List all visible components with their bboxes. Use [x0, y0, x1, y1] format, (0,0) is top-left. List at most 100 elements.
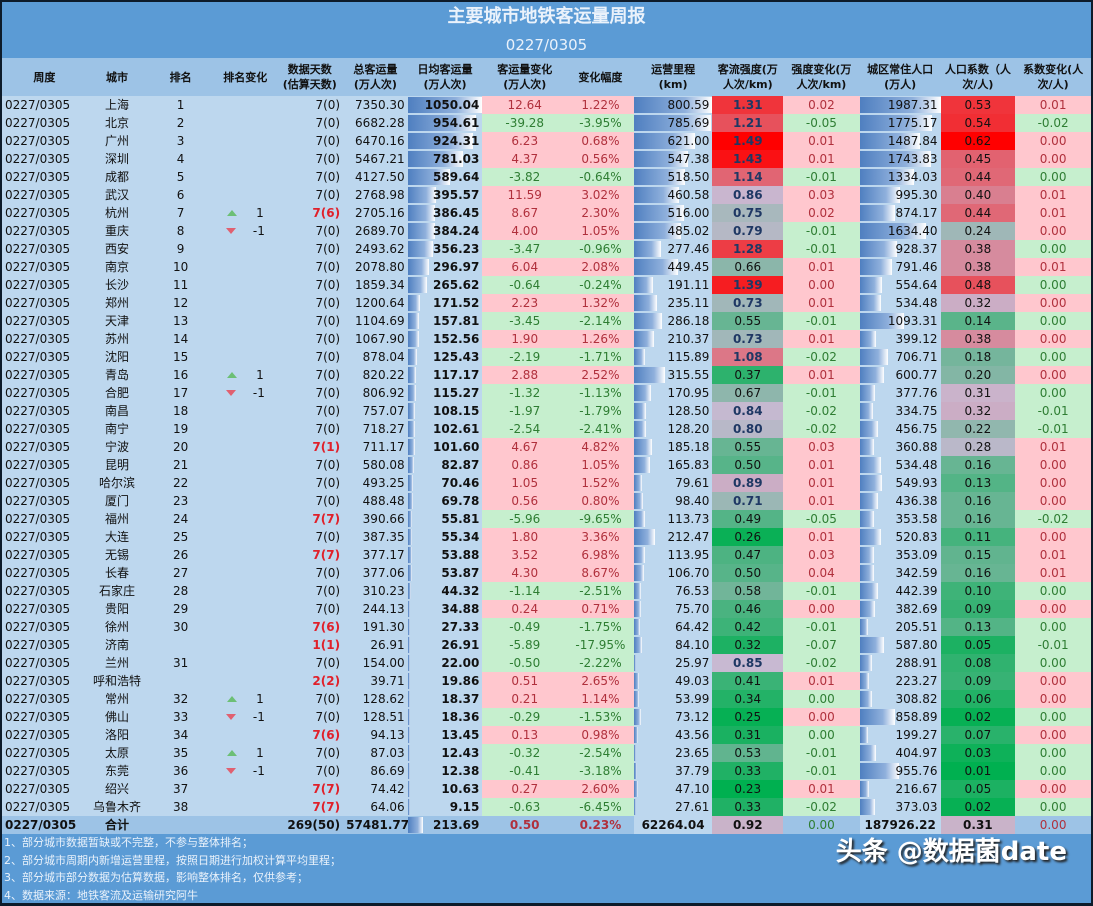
coef-change-cell: 0.00 [1015, 150, 1091, 168]
week-cell: 0227/0305 [2, 312, 87, 330]
daily-change-cell: -1.14 [482, 582, 568, 600]
coef-change-cell: 0.00 [1015, 726, 1091, 744]
data-bar [859, 781, 869, 797]
triangle-up-icon [226, 750, 237, 756]
change-pct-cell: 8.67% [567, 564, 634, 582]
change-pct-cell: -1.71% [567, 348, 634, 366]
daily-cell: 27.33 [407, 618, 483, 636]
daily-cell-value: 55.34 [441, 530, 480, 544]
triangle-down-icon [225, 228, 236, 234]
coef-change-cell: 0.00 [1015, 780, 1091, 798]
pop-coef-cell: 0.18 [940, 348, 1016, 366]
rank-cell: 9 [147, 240, 214, 258]
pop-coef-cell: 0.07 [940, 726, 1016, 744]
rank-change-cell: 1 [213, 204, 277, 222]
daily-cell: 171.52 [407, 294, 483, 312]
rank-change-cell [213, 438, 277, 456]
rank-change-cell [213, 168, 277, 186]
mileage-cell-value: 79.61 [675, 476, 710, 490]
footnote: 4、数据来源：地铁客流及运输研究阿牛 [4, 888, 198, 902]
total-cell: 6470.16 [343, 132, 408, 150]
week-cell: 0227/0305 [2, 240, 87, 258]
data-bar [859, 637, 884, 653]
data-bar [407, 331, 419, 347]
pop-coef-cell: 0.09 [940, 672, 1016, 690]
data-bar [859, 493, 878, 509]
triangle-up-icon [226, 210, 237, 216]
week-cell: 0227/0305 [2, 438, 87, 456]
population-cell-value: 442.39 [895, 584, 938, 598]
intensity-change-cell: 0.00 [783, 708, 860, 726]
pop-coef-cell: 0.31 [940, 816, 1016, 834]
data-bar [407, 133, 474, 149]
week-cell: 0227/0305 [2, 366, 87, 384]
table-row: 0227/0305 徐州 30 7(6) 191.30 27.33 -0.49 -1.75% 6… [2, 618, 1091, 636]
change-pct-cell: -0.24% [567, 276, 634, 294]
population-cell-value: 706.71 [895, 350, 938, 364]
population-cell: 353.09 [859, 546, 941, 564]
population-cell: 377.76 [859, 384, 941, 402]
change-pct-cell: -1.79% [567, 402, 634, 420]
daily-change-cell: -0.50 [482, 654, 568, 672]
population-cell-value: 1775.17 [887, 116, 938, 130]
intensity-cell: 1.49 [712, 132, 784, 150]
data-bar [859, 205, 896, 221]
intensity-change-cell: -0.01 [783, 744, 860, 762]
days-cell: 7(0) [276, 402, 344, 420]
daily-change-cell: 0.51 [482, 672, 568, 690]
rank-cell: 21 [147, 456, 214, 474]
total-cell: 2493.62 [343, 240, 408, 258]
pop-coef-cell: 0.13 [940, 474, 1016, 492]
intensity-cell: 0.31 [712, 726, 784, 744]
daily-cell: 125.43 [407, 348, 483, 366]
mileage-cell: 191.11 [633, 276, 713, 294]
rank-cell: 13 [147, 312, 214, 330]
population-cell: 223.27 [859, 672, 941, 690]
daily-change-cell: -0.32 [482, 744, 568, 762]
daily-cell: 70.46 [407, 474, 483, 492]
daily-change-cell: 11.59 [482, 186, 568, 204]
daily-change-cell: 4.30 [482, 564, 568, 582]
daily-cell: 356.23 [407, 240, 483, 258]
daily-cell: 108.15 [407, 402, 483, 420]
daily-change-cell: -2.19 [482, 348, 568, 366]
data-bar [633, 475, 642, 491]
population-cell-value: 342.59 [895, 566, 938, 580]
week-cell: 0227/0305 [2, 816, 87, 834]
coef-change-cell: 0.00 [1015, 582, 1091, 600]
intensity-change-cell: -0.01 [783, 312, 860, 330]
daily-change-cell: -3.47 [482, 240, 568, 258]
days-cell: 7(0) [276, 150, 344, 168]
days-cell: 7(0) [276, 564, 344, 582]
daily-cell: 781.03 [407, 150, 483, 168]
population-cell-value: 436.38 [895, 494, 938, 508]
population-cell-value: 791.46 [895, 260, 938, 274]
table-row: 0227/0305 成都 5 7(0) 4127.50 589.64 -3.82 -0.64%… [2, 168, 1091, 186]
daily-cell: 101.60 [407, 438, 483, 456]
mileage-cell: 210.37 [633, 330, 713, 348]
rank-change-cell [213, 636, 277, 654]
days-cell: 7(0) [276, 294, 344, 312]
intensity-cell: 0.66 [712, 258, 784, 276]
city-cell: 沈阳 [86, 348, 148, 366]
coef-change-cell: 0.00 [1015, 456, 1091, 474]
rank-change-cell [213, 816, 277, 834]
intensity-change-cell: -0.01 [783, 582, 860, 600]
total-cell: 2689.70 [343, 222, 408, 240]
mileage-cell: 621.00 [633, 132, 713, 150]
coef-change-cell: 0.00 [1015, 528, 1091, 546]
intensity-change-cell: 0.01 [783, 150, 860, 168]
table-row: 0227/0305 厦门 23 7(0) 488.48 69.78 0.56 0.80% 98.… [2, 492, 1091, 510]
daily-change-cell: -1.32 [482, 384, 568, 402]
mileage-cell: 113.73 [633, 510, 713, 528]
daily-change-cell: -5.89 [482, 636, 568, 654]
coef-change-cell: -0.02 [1015, 510, 1091, 528]
intensity-cell: 0.41 [712, 672, 784, 690]
city-cell: 南宁 [86, 420, 148, 438]
data-bar [407, 709, 410, 725]
coef-change-cell: 0.00 [1015, 222, 1091, 240]
data-bar [407, 493, 413, 509]
city-cell: 西安 [86, 240, 148, 258]
coef-change-cell: -0.01 [1015, 636, 1091, 654]
daily-cell-value: 69.78 [441, 494, 480, 508]
